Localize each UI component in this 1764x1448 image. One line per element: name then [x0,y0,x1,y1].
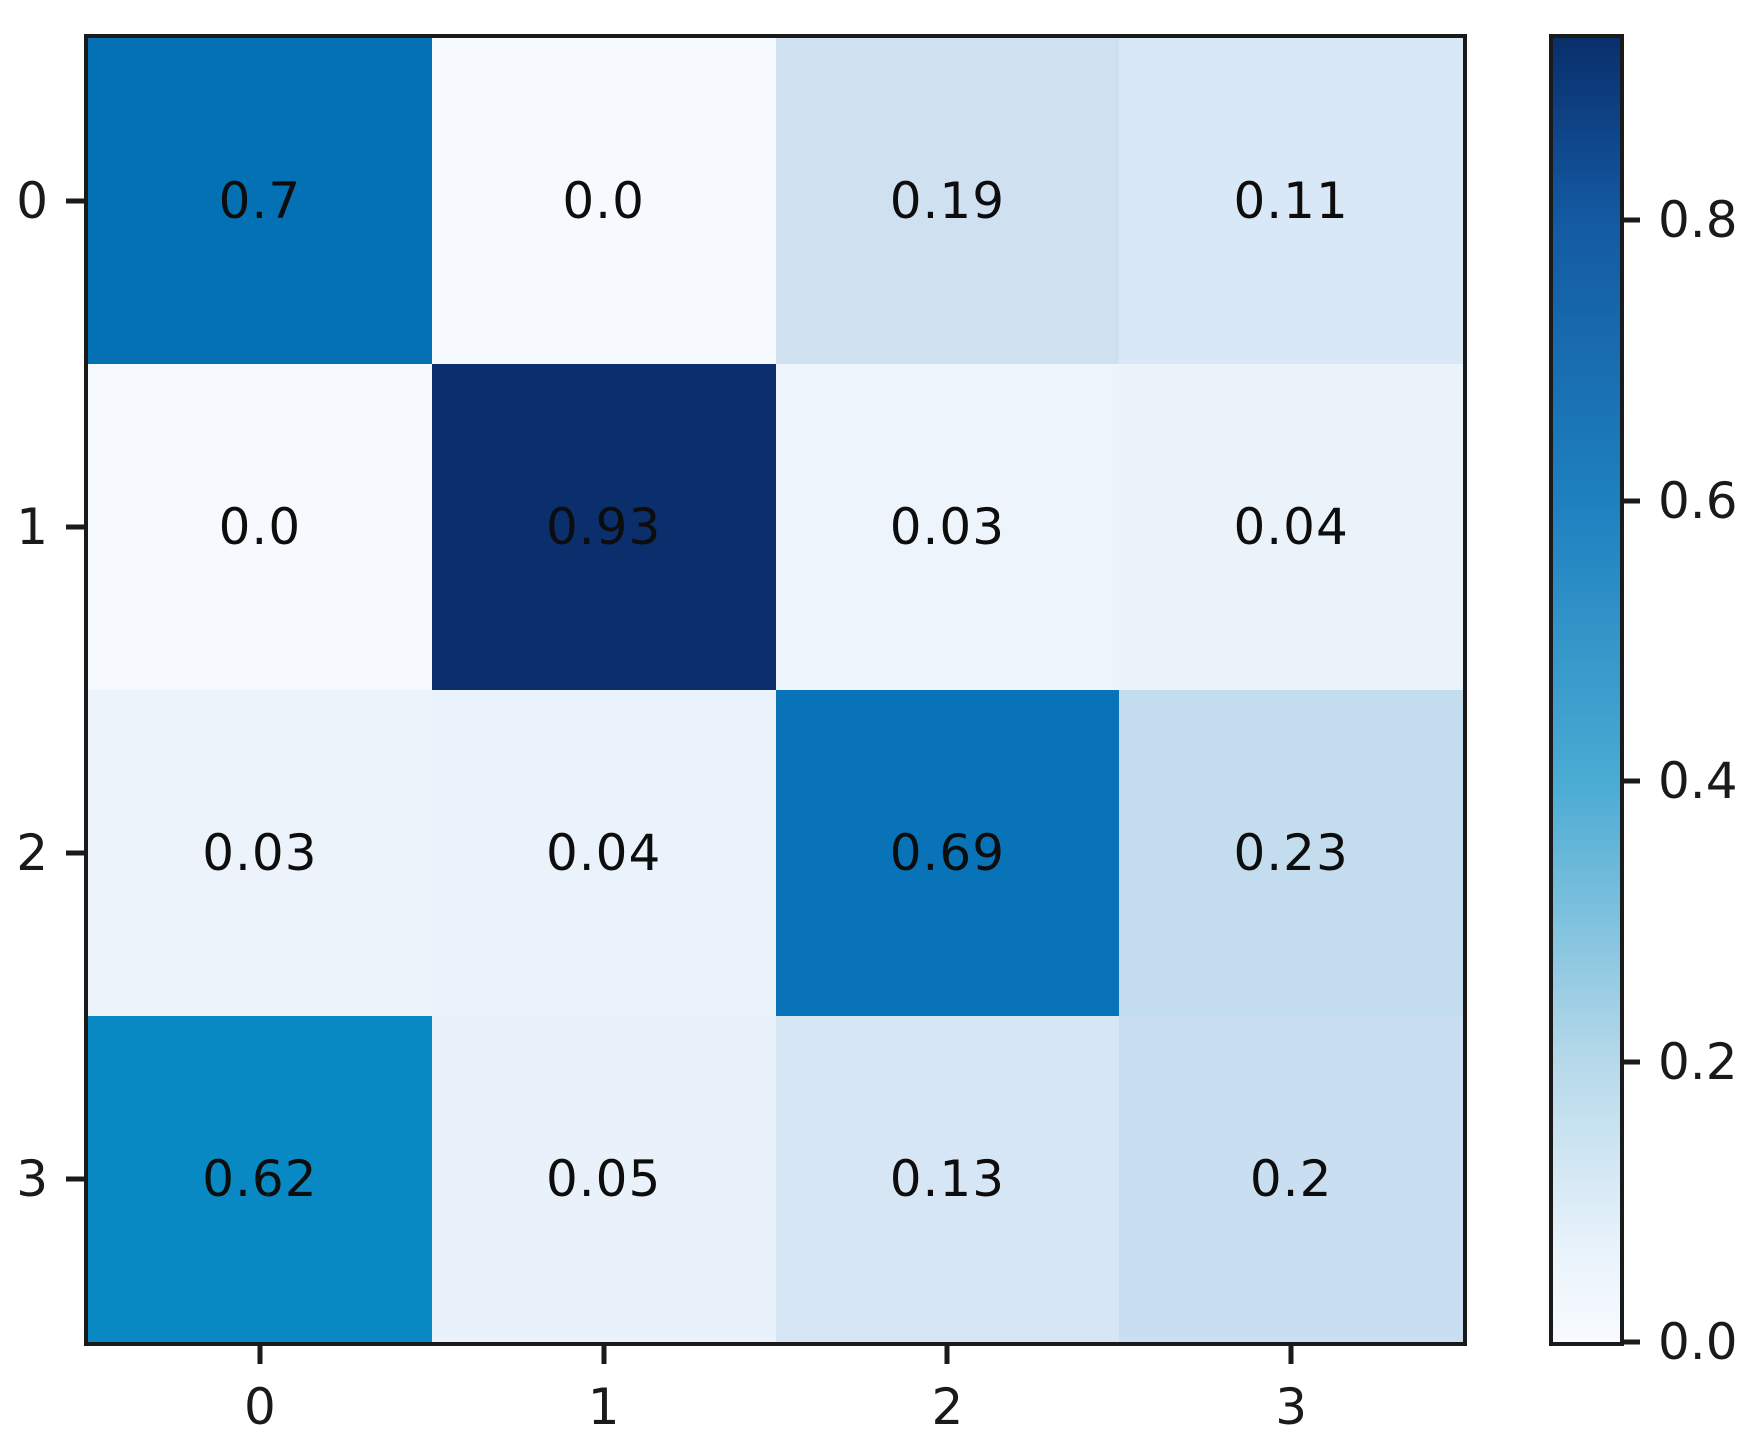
heatmap-cell-r2c0: 0.03 [88,690,432,1016]
colorbar-tick-label: 0.6 [1658,471,1738,530]
cell-value-label: 0.03 [202,824,318,882]
heatmap-cell-r3c2: 0.13 [775,1016,1120,1342]
cell-value-label: 0.7 [218,172,302,230]
heatmap-cell-r0c2: 0.19 [775,38,1120,364]
cell-value-label: 0.23 [1233,824,1349,882]
cell-value-label: 0.13 [889,1150,1006,1208]
colorbar-tick-mark [1624,1339,1640,1345]
colorbar-tick-mark [1624,1059,1640,1065]
y-tick-mark [66,524,84,530]
cell-value-label: 0.05 [545,1150,662,1208]
y-tick-label: 2 [16,824,48,882]
heatmap-cell-r2c3: 0.23 [1119,690,1463,1016]
cell-value-label: 0.62 [202,1150,318,1208]
heatmap-cell-r0c1: 0.0 [431,38,776,364]
x-tick-label: 0 [243,1378,276,1436]
heatmap-cell-r1c3: 0.04 [1119,364,1463,690]
colorbar-tick-label: 0.4 [1658,752,1738,811]
x-tick-mark [601,1346,607,1364]
y-tick-label: 0 [16,172,48,230]
cell-value-label: 0.11 [1233,172,1349,230]
cell-value-label: 0.04 [545,824,662,882]
heatmap-plot: 0.7 0.0 0.19 0.11 0.0 0.93 0.03 0.04 0.03 0.04 0.6… [84,34,1467,1346]
heatmap-cell-r0c0: 0.7 [88,38,432,364]
heatmap-cell-r2c2: 0.69 [775,690,1120,1016]
colorbar [1549,34,1624,1346]
colorbar-tick-label: 0.2 [1658,1032,1738,1091]
y-tick-label: 1 [16,498,48,556]
colorbar-tick-label: 0.8 [1658,191,1738,250]
heatmap-cell-r0c3: 0.11 [1119,38,1463,364]
heatmap-cell-r3c1: 0.05 [431,1016,776,1342]
y-tick-mark [66,198,84,204]
heatmap-cell-r1c1: 0.93 [431,364,776,690]
cell-value-label: 0.0 [562,172,645,230]
cell-value-label: 0.69 [889,824,1006,882]
colorbar-tick-mark [1624,217,1640,223]
x-tick-label: 3 [1275,1378,1308,1436]
y-tick-label: 3 [16,1150,48,1208]
y-tick-mark [66,1176,84,1182]
heatmap-cell-r2c1: 0.04 [431,690,776,1016]
heatmap-cell-r3c0: 0.62 [88,1016,432,1342]
heatmap-cell-r1c2: 0.03 [775,364,1120,690]
cell-value-label: 0.93 [545,498,662,556]
x-tick-mark [257,1346,263,1364]
colorbar-tick-label: 0.0 [1658,1313,1738,1371]
cell-value-label: 0.04 [1233,498,1349,556]
cell-value-label: 0.2 [1249,1150,1333,1208]
cell-value-label: 0.03 [889,498,1006,556]
x-tick-label: 2 [931,1378,964,1436]
cell-value-label: 0.0 [218,498,302,556]
cell-value-label: 0.19 [889,172,1006,230]
colorbar-tick-mark [1624,498,1640,504]
heatmap-cell-r1c0: 0.0 [88,364,432,690]
colorbar-tick-mark [1624,778,1640,784]
x-tick-mark [1288,1346,1294,1364]
x-tick-mark [944,1346,950,1364]
heatmap-cell-r3c3: 0.2 [1119,1016,1463,1342]
y-tick-mark [66,850,84,856]
x-tick-label: 1 [587,1378,620,1436]
